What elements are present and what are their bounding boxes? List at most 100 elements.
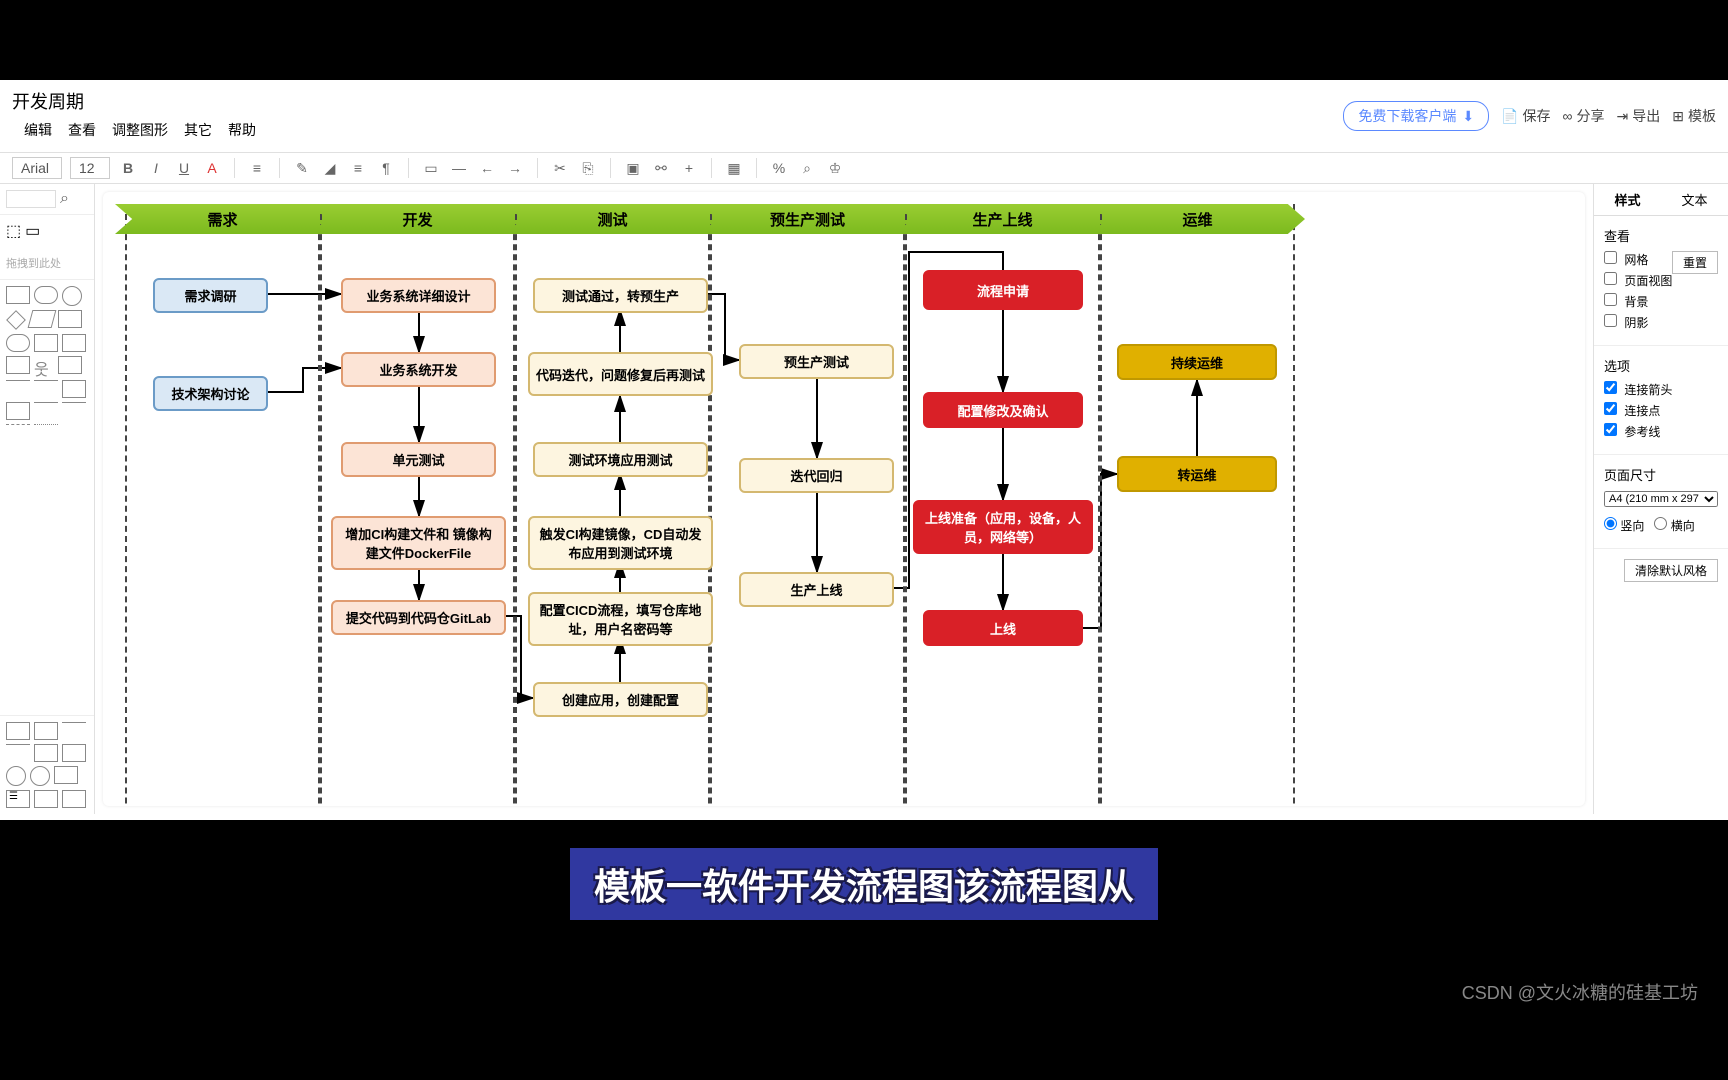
- flowchart-node[interactable]: 测试环境应用测试: [533, 442, 708, 477]
- swimlane[interactable]: 运维: [1100, 204, 1295, 806]
- flowchart-node[interactable]: 代码迭代，问题修复后再测试: [528, 352, 713, 396]
- connection-option[interactable]: 连接点: [1604, 402, 1718, 419]
- download-client-button[interactable]: 免费下载客户端 ⬇: [1343, 101, 1489, 131]
- flowchart-node[interactable]: 上线: [923, 610, 1083, 646]
- swimlane-header[interactable]: 开发: [310, 204, 525, 234]
- search-icon[interactable]: ⌕: [60, 190, 69, 208]
- menu-item[interactable]: 查看: [68, 120, 96, 140]
- canvas[interactable]: 需求开发测试预生产测试生产上线运维需求调研技术架构讨论业务系统详细设计业务系统开…: [103, 192, 1585, 806]
- align-button[interactable]: ≡: [247, 158, 267, 178]
- shape-up[interactable]: [6, 744, 30, 745]
- shape-diamond[interactable]: [6, 310, 26, 330]
- underline-button[interactable]: U: [174, 158, 194, 178]
- shape-parallelogram[interactable]: [28, 310, 57, 328]
- pagesize-select[interactable]: A4 (210 mm x 297 mm): [1604, 491, 1718, 507]
- shape-list2[interactable]: [34, 790, 58, 808]
- properties-tab[interactable]: 样式: [1594, 184, 1661, 215]
- shape-search-input[interactable]: [6, 190, 56, 208]
- menu-item[interactable]: 其它: [184, 120, 212, 140]
- flowchart-node[interactable]: 业务系统开发: [341, 352, 496, 387]
- shape-hexagon[interactable]: [58, 310, 82, 328]
- shape-capsule[interactable]: [6, 334, 30, 352]
- copy-icon[interactable]: ⎘: [578, 158, 598, 178]
- swimlane-header[interactable]: 测试: [505, 204, 720, 234]
- shape-cylinder[interactable]: [34, 334, 58, 352]
- flowchart-node[interactable]: 转运维: [1117, 456, 1277, 492]
- paragraph-icon[interactable]: ¶: [376, 158, 396, 178]
- menu-item[interactable]: 编辑: [24, 120, 52, 140]
- export-button[interactable]: ⇥ 导出: [1617, 106, 1661, 126]
- zoom-icon[interactable]: ⌕: [797, 158, 817, 178]
- flowchart-node[interactable]: 配置修改及确认: [923, 392, 1083, 428]
- shape-corner[interactable]: [34, 744, 58, 762]
- flowchart-node[interactable]: 预生产测试: [739, 344, 894, 379]
- shape-circle-x[interactable]: [6, 766, 26, 786]
- flowchart-node[interactable]: 生产上线: [739, 572, 894, 607]
- flowchart-node[interactable]: 技术架构讨论: [153, 376, 268, 411]
- flowchart-node[interactable]: 单元测试: [341, 442, 496, 477]
- properties-tab[interactable]: 文本: [1661, 184, 1728, 215]
- pencil-icon[interactable]: ✎: [292, 158, 312, 178]
- swimlane-header[interactable]: 运维: [1090, 204, 1305, 234]
- shape-rect3[interactable]: [6, 402, 30, 420]
- font-select[interactable]: Arial: [12, 157, 62, 179]
- save-button[interactable]: 📄 保存: [1501, 106, 1550, 126]
- table-icon[interactable]: ▦: [724, 158, 744, 178]
- shape-doc[interactable]: [34, 722, 58, 740]
- shape-dashed[interactable]: [6, 424, 30, 425]
- shape-down[interactable]: [62, 722, 86, 723]
- shape-list[interactable]: ☰: [6, 790, 30, 808]
- font-color-button[interactable]: A: [202, 158, 222, 178]
- layer-icon[interactable]: ▭: [421, 158, 441, 178]
- flowchart-node[interactable]: 需求调研: [153, 278, 268, 313]
- flowchart-node[interactable]: 配置CICD流程，填写仓库地址，用户名密码等: [528, 592, 713, 646]
- flowchart-node[interactable]: 测试通过，转预生产: [533, 278, 708, 313]
- shape-dotted[interactable]: [34, 424, 58, 425]
- view-option[interactable]: 页面视图: [1604, 272, 1718, 289]
- line-style-icon[interactable]: —: [449, 158, 469, 178]
- flowchart-node[interactable]: 业务系统详细设计: [341, 278, 496, 313]
- connection-option[interactable]: 参考线: [1604, 423, 1718, 440]
- orient-landscape[interactable]: 横向: [1654, 517, 1694, 534]
- shape-connector1[interactable]: [34, 402, 58, 403]
- template-button[interactable]: ⊞ 模板: [1672, 106, 1716, 126]
- shape-line[interactable]: [34, 380, 58, 381]
- shape-roundrect[interactable]: [34, 286, 58, 304]
- shape-trapezoid[interactable]: [62, 334, 86, 352]
- fontsize-select[interactable]: 12: [70, 157, 110, 179]
- menu-item[interactable]: 帮助: [228, 120, 256, 140]
- chair-icon[interactable]: ♔: [825, 158, 845, 178]
- flowchart-node[interactable]: 创建应用，创建配置: [533, 682, 708, 717]
- flowchart-node[interactable]: 迭代回归: [739, 458, 894, 493]
- percent-icon[interactable]: %: [769, 158, 789, 178]
- to-front-icon[interactable]: ▣: [623, 158, 643, 178]
- pointer-tool-icon[interactable]: ⬚: [6, 221, 21, 241]
- lines-icon[interactable]: ≡: [348, 158, 368, 178]
- view-option[interactable]: 阴影: [1604, 314, 1718, 331]
- shape-list3[interactable]: [62, 790, 86, 808]
- shape-flag[interactable]: [6, 722, 30, 740]
- shape-note[interactable]: [58, 356, 82, 374]
- flowchart-node[interactable]: 提交代码到代码仓GitLab: [331, 600, 506, 635]
- pan-tool-icon[interactable]: ▭: [25, 221, 40, 241]
- link-icon[interactable]: ⚯: [651, 158, 671, 178]
- swimlane-header[interactable]: 预生产测试: [700, 204, 915, 234]
- share-button[interactable]: ∞ 分享: [1563, 106, 1605, 126]
- shape-corner2[interactable]: [62, 744, 86, 762]
- shape-card[interactable]: [6, 356, 30, 374]
- shape-rect[interactable]: [6, 286, 30, 304]
- view-option[interactable]: 背景: [1604, 293, 1718, 310]
- arrow-end-icon[interactable]: →: [505, 158, 525, 178]
- flowchart-node[interactable]: 持续运维: [1117, 344, 1277, 380]
- arrow-start-icon[interactable]: ←: [477, 158, 497, 178]
- plus-icon[interactable]: +: [679, 158, 699, 178]
- bold-button[interactable]: B: [118, 158, 138, 178]
- shape-ellipse[interactable]: [62, 286, 82, 306]
- shape-circle-split[interactable]: [30, 766, 50, 786]
- clear-style-button[interactable]: 清除默认风格: [1624, 559, 1718, 582]
- orient-portrait[interactable]: 竖向: [1604, 517, 1644, 534]
- shape-arrow[interactable]: [6, 380, 30, 381]
- connection-option[interactable]: 连接箭头: [1604, 381, 1718, 398]
- shape-actor[interactable]: [34, 356, 54, 376]
- flowchart-node[interactable]: 上线准备（应用，设备，人员，网络等）: [913, 500, 1093, 554]
